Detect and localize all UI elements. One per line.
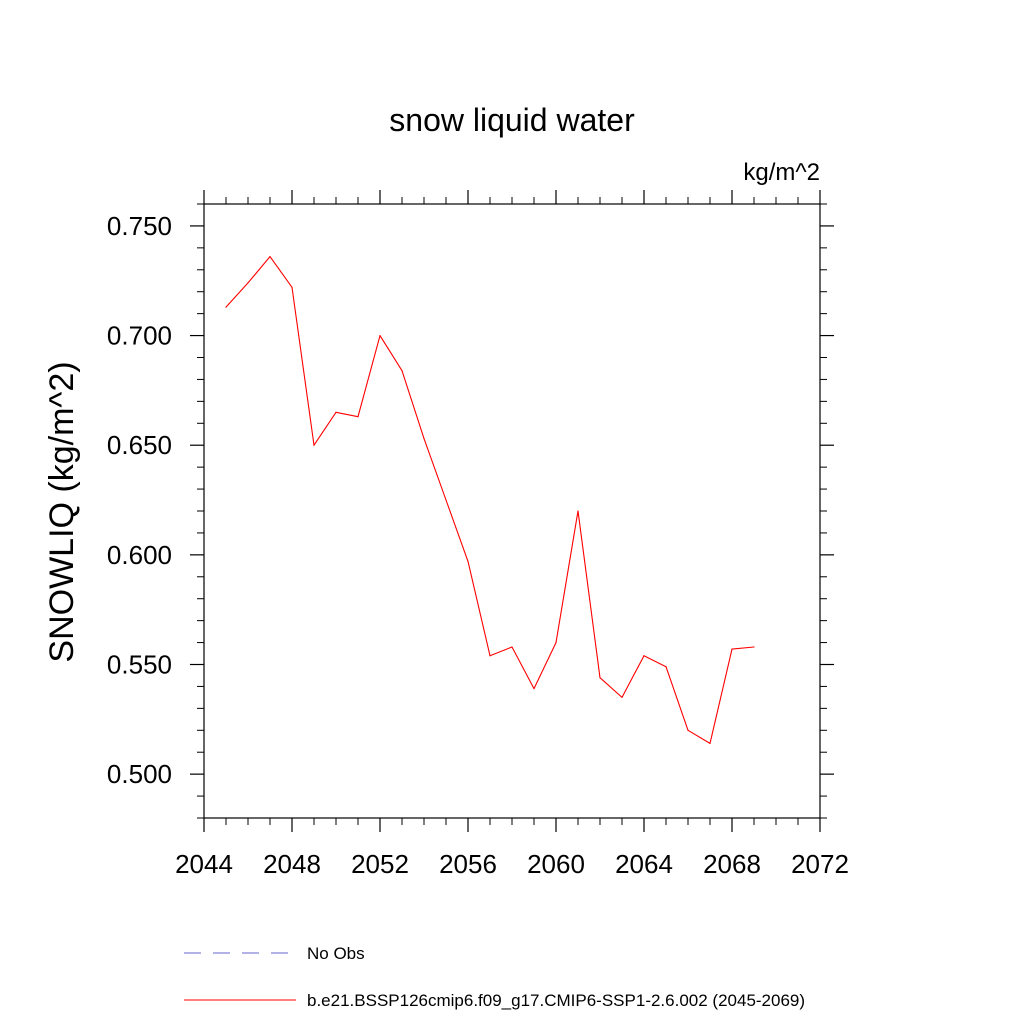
y-tick-label: 0.600 (107, 540, 172, 570)
data-point (709, 742, 711, 745)
data-point (401, 370, 403, 372)
legend-label-no-obs: No Obs (307, 944, 365, 963)
x-tick-label: 2068 (703, 849, 761, 879)
chart-title: snow liquid water (389, 102, 635, 138)
data-point (577, 510, 579, 512)
data-point (313, 444, 315, 446)
data-point (467, 560, 469, 563)
legend-label-ssp126: b.e21.BSSP126cmip6.f09_g17.CMIP6-SSP1-2.… (307, 991, 805, 1010)
data-point (687, 729, 689, 731)
y-tick-label: 0.650 (107, 430, 172, 460)
data-point (643, 655, 645, 657)
data-point (335, 411, 337, 413)
data-point (445, 499, 447, 501)
x-tick-label: 2044 (175, 849, 233, 879)
y-tick-label: 0.700 (107, 321, 172, 351)
data-point (621, 696, 623, 698)
series-layer (225, 256, 755, 745)
series-line-0 (225, 256, 755, 744)
data-point (555, 641, 557, 644)
x-tick-label: 2072 (791, 849, 849, 879)
x-tick-label: 2060 (527, 849, 585, 879)
y-axis-label: SNOWLIQ (kg/m^2) (43, 361, 81, 662)
y-axis-tick-labels: 0.500 0.550 0.600 0.650 0.700 0.750 (107, 211, 172, 789)
y-axis-ticks (190, 203, 834, 819)
data-point (225, 306, 227, 308)
data-point (533, 688, 535, 690)
data-point (291, 286, 293, 288)
y-tick-label: 0.550 (107, 650, 172, 680)
x-tick-label: 2048 (263, 849, 321, 879)
y-tick-label: 0.500 (107, 759, 172, 789)
y-tick-label: 0.750 (107, 211, 172, 241)
data-point (511, 646, 513, 648)
data-point (599, 677, 601, 679)
data-point (423, 438, 425, 440)
data-point (379, 334, 381, 337)
x-tick-label: 2052 (351, 849, 409, 879)
x-tick-label: 2056 (439, 849, 497, 879)
data-point (247, 282, 249, 284)
x-axis-tick-labels: 2044 2048 2052 2056 2060 2064 2068 2072 (175, 849, 849, 879)
data-point (489, 655, 491, 657)
data-point (269, 256, 271, 258)
x-tick-label: 2064 (615, 849, 673, 879)
plot-frame (203, 203, 821, 819)
legend: No Obs b.e21.BSSP126cmip6.f09_g17.CMIP6-… (184, 944, 805, 1010)
x-axis-ticks (203, 190, 821, 832)
data-point (753, 646, 755, 648)
units-label: kg/m^2 (743, 159, 820, 186)
data-point (731, 648, 733, 650)
data-point (665, 666, 667, 668)
data-point (357, 416, 359, 418)
